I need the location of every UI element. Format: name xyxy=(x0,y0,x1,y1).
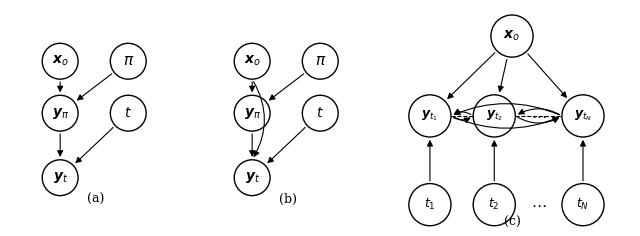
Text: $t_1$: $t_1$ xyxy=(424,197,436,212)
Text: $\boldsymbol{y}_{t_N}$: $\boldsymbol{y}_{t_N}$ xyxy=(574,109,592,123)
Circle shape xyxy=(234,43,270,79)
Circle shape xyxy=(409,184,451,226)
Circle shape xyxy=(110,95,146,131)
Circle shape xyxy=(562,95,604,137)
Circle shape xyxy=(562,184,604,226)
Text: $\pi$: $\pi$ xyxy=(315,54,326,68)
Text: $t_N$: $t_N$ xyxy=(577,197,589,212)
Text: $t_2$: $t_2$ xyxy=(488,197,500,212)
Text: $t$: $t$ xyxy=(316,106,324,120)
Text: $\boldsymbol{y}_t$: $\boldsymbol{y}_t$ xyxy=(52,170,68,185)
Circle shape xyxy=(409,95,451,137)
Text: $\boldsymbol{x}_o$: $\boldsymbol{x}_o$ xyxy=(52,54,68,68)
Circle shape xyxy=(491,15,533,57)
Text: $\boldsymbol{y}_{t_1}$: $\boldsymbol{y}_{t_1}$ xyxy=(421,109,438,123)
Circle shape xyxy=(110,43,146,79)
Text: $t$: $t$ xyxy=(124,106,132,120)
Circle shape xyxy=(302,43,338,79)
Circle shape xyxy=(42,43,78,79)
Circle shape xyxy=(42,160,78,196)
Text: $\cdots$: $\cdots$ xyxy=(531,197,547,212)
Circle shape xyxy=(42,95,78,131)
Text: $\boldsymbol{y}_{t_2}$: $\boldsymbol{y}_{t_2}$ xyxy=(486,109,503,123)
Text: $\boldsymbol{x}_o$: $\boldsymbol{x}_o$ xyxy=(504,29,520,43)
Text: (b): (b) xyxy=(279,193,297,206)
Text: $\boldsymbol{y}_\pi$: $\boldsymbol{y}_\pi$ xyxy=(52,106,68,121)
Text: $\boldsymbol{y}_t$: $\boldsymbol{y}_t$ xyxy=(244,170,260,185)
Text: $\boldsymbol{y}_\pi$: $\boldsymbol{y}_\pi$ xyxy=(244,106,260,121)
Circle shape xyxy=(302,95,338,131)
Text: (a): (a) xyxy=(87,193,105,206)
Text: $\boldsymbol{x}_o$: $\boldsymbol{x}_o$ xyxy=(244,54,260,68)
Circle shape xyxy=(473,95,515,137)
Circle shape xyxy=(234,160,270,196)
Text: $\pi$: $\pi$ xyxy=(123,54,134,68)
Text: $\cdots$: $\cdots$ xyxy=(531,108,547,123)
Text: (c): (c) xyxy=(504,216,520,229)
Circle shape xyxy=(473,184,515,226)
Circle shape xyxy=(234,95,270,131)
